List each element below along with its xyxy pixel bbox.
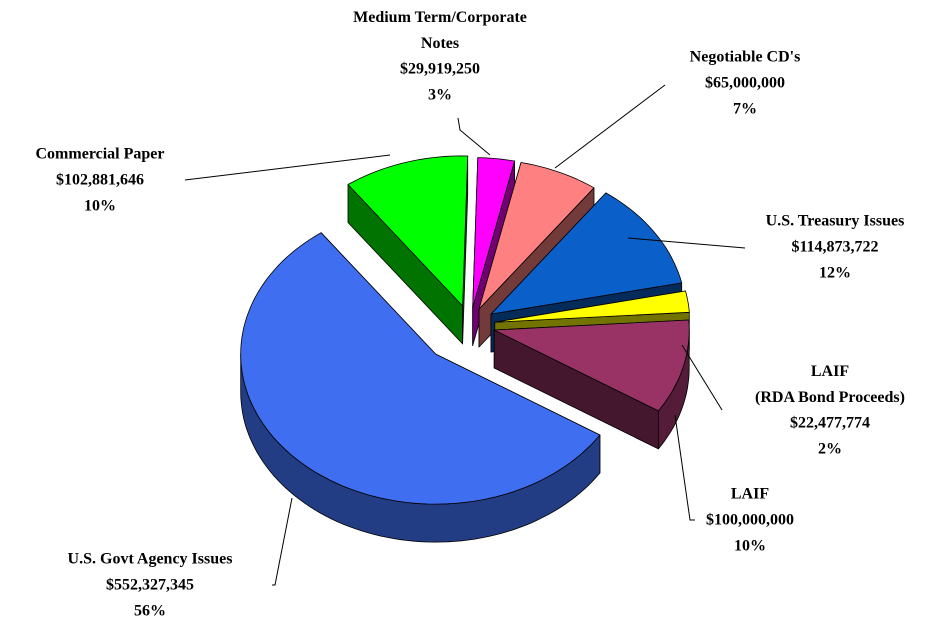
slice bbox=[478, 162, 595, 310]
value-label: $29,919,250 bbox=[400, 61, 480, 78]
leader-line bbox=[674, 414, 695, 521]
slice-tops bbox=[240, 155, 690, 505]
leader-line bbox=[272, 497, 293, 586]
leader-line bbox=[681, 344, 723, 411]
data-label: LAIF (RDA Bond Proceeds) $22,477,774 2% bbox=[681, 344, 905, 458]
category-label: U.S. Treasury Issues bbox=[766, 213, 905, 230]
percent-label: 10% bbox=[734, 538, 766, 555]
data-label: Negotiable CD's $65,000,000 7% bbox=[554, 49, 801, 169]
leader-line bbox=[627, 237, 746, 249]
value-label: $552,327,345 bbox=[106, 577, 194, 594]
data-label: Commercial Paper $102,881,646 10% bbox=[36, 146, 391, 215]
slice bbox=[490, 192, 683, 315]
leader-line bbox=[184, 154, 391, 181]
percent-label: 56% bbox=[134, 603, 166, 619]
data-label: LAIF $100,000,000 10% bbox=[674, 414, 794, 555]
slice bbox=[494, 290, 690, 323]
category-label: LAIF (RDA Bond Proceeds) bbox=[755, 363, 905, 406]
data-label: U.S. Govt Agency Issues $552,327,345 56% bbox=[68, 497, 293, 619]
data-label: Medium Term/Corporate Notes $29,919,250 3% bbox=[353, 9, 527, 156]
percent-label: 10% bbox=[84, 198, 116, 215]
value-label: $102,881,646 bbox=[56, 172, 144, 189]
category-label: Negotiable CD's bbox=[690, 49, 801, 66]
category-label: LAIF bbox=[731, 486, 769, 503]
percent-label: 7% bbox=[733, 101, 757, 118]
category-label: Medium Term/Corporate Notes bbox=[353, 9, 527, 52]
percent-label: 12% bbox=[819, 265, 851, 282]
slice bbox=[493, 319, 690, 412]
value-label: $100,000,000 bbox=[706, 512, 794, 529]
value-label: $22,477,774 bbox=[790, 415, 870, 432]
slice bbox=[472, 157, 515, 308]
category-label: U.S. Govt Agency Issues bbox=[68, 551, 233, 568]
percent-label: 3% bbox=[428, 87, 452, 104]
leader-line bbox=[457, 117, 491, 156]
category-label: Commercial Paper bbox=[36, 146, 165, 163]
percent-label: 2% bbox=[818, 441, 842, 458]
slice bbox=[240, 232, 601, 505]
leader-line bbox=[554, 84, 666, 169]
data-label: U.S. Treasury Issues $114,873,722 12% bbox=[627, 213, 905, 282]
value-label: $114,873,722 bbox=[791, 239, 878, 256]
slice bbox=[347, 155, 469, 307]
value-label: $65,000,000 bbox=[705, 75, 785, 92]
